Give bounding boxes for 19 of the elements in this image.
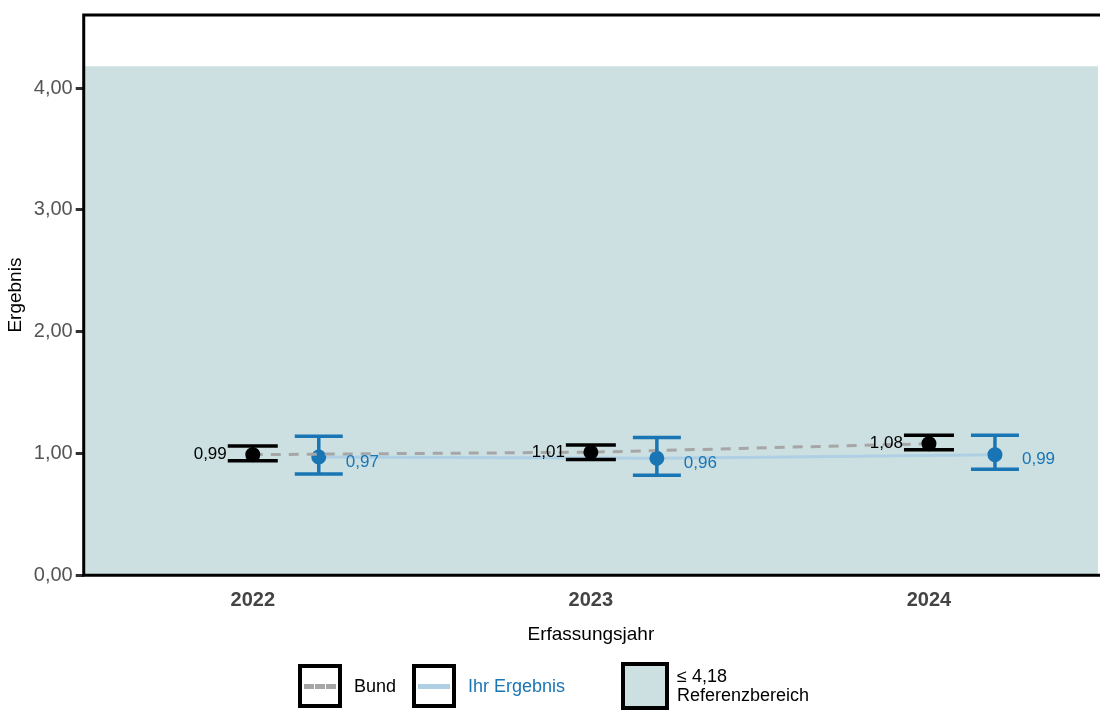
y-tick-label: 0,00 [33, 562, 73, 585]
x-tick-label: 2022 [230, 587, 276, 610]
data-label: 1,08 [869, 433, 903, 453]
data-label: 0,96 [683, 452, 717, 472]
legend-label: Bund [353, 675, 396, 697]
y-tick-label: 3,00 [33, 197, 73, 220]
y-axis-title: Ergebnis [3, 257, 25, 333]
x-tick-label: 2024 [906, 587, 953, 610]
legend-label: ≤ 4,18 Referenzbereich [677, 666, 810, 705]
legend-label: Ihr Ergebnis [467, 675, 566, 697]
data-label: 0,97 [345, 451, 379, 471]
y-tick-label: 2,00 [33, 319, 73, 342]
data-label: 1,01 [531, 441, 565, 461]
y-tick-label: 1,00 [33, 440, 73, 463]
x-axis-title: Erfassungsjahr [527, 622, 655, 644]
data-label: 0,99 [193, 444, 227, 464]
x-tick-label: 2023 [568, 587, 614, 610]
data-label: 0,99 [1021, 449, 1056, 469]
y-tick-label: 4,00 [33, 75, 73, 98]
